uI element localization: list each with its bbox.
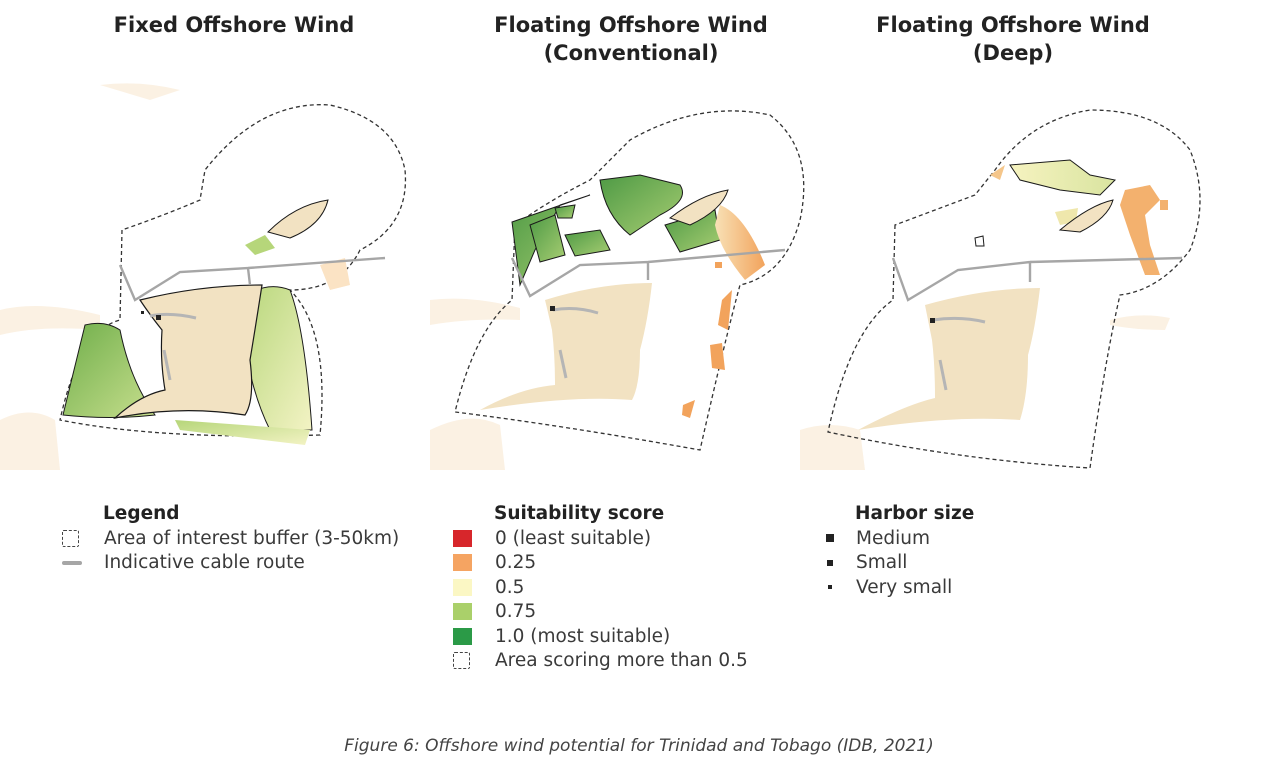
tobago-island [267, 199, 329, 239]
suitability-item: 0.5 [453, 575, 748, 600]
suitability-label-075: 0.75 [495, 601, 537, 623]
swatch-025-icon [453, 554, 472, 572]
cable-route [118, 256, 386, 302]
buffer-outline [827, 109, 1201, 469]
suitability-zones [511, 174, 765, 418]
background-land [430, 298, 520, 470]
harbor-medium-icon [156, 315, 161, 320]
cable-line-icon [62, 560, 82, 565]
figure-caption: Figure 6: Offshore wind potential for Tr… [344, 736, 934, 756]
suitability-label-1: 1.0 (most suitable) [495, 625, 671, 647]
harbor-medium-icon [826, 534, 834, 543]
harbor-small-icon [827, 559, 833, 566]
map-title-floating-conventional: Floating Offshore Wind (Conventional) [466, 11, 796, 67]
harbor-label-small: Small [856, 552, 908, 574]
map-title-floating-deep: Floating Offshore Wind (Deep) [848, 11, 1178, 67]
legend-item-buffer: Area of interest buffer (3-50km) [62, 526, 399, 551]
legend-item-buffer-label: Area of interest buffer (3-50km) [104, 527, 400, 549]
suitability-label-05: 0.5 [495, 576, 525, 598]
suitability-item: 0.25 [453, 551, 748, 576]
cable-route [891, 256, 1183, 302]
suitability-heading: Suitability score [494, 503, 665, 524]
swatch-0-icon [453, 529, 472, 547]
legend-item-cable-label: Indicative cable route [104, 552, 305, 574]
legend-suitability: Suitability score 0 (least suitable) 0.2… [453, 503, 748, 673]
map-title-deep-line1: Floating Offshore Wind [876, 13, 1150, 37]
harbor-item-medium: Medium [814, 526, 974, 551]
swatch-1-icon [453, 627, 472, 645]
buffer-outline [454, 110, 805, 451]
background-land [0, 83, 180, 470]
legend-heading: Legend [103, 503, 180, 524]
harbor-very-small-icon [828, 585, 832, 590]
harbor-heading: Harbor size [855, 503, 975, 524]
map-title-deep-line2: (Deep) [972, 41, 1054, 65]
harbor-item-very-small: Very small [814, 575, 974, 600]
tobago-island [1058, 199, 1114, 233]
trinidad-island [480, 283, 652, 410]
buffer-outline [59, 104, 407, 437]
legend-harbor: Harbor size Medium Small Very small [814, 503, 974, 600]
harbor-label-very-small: Very small [856, 576, 953, 598]
legend-general: Legend Area of interest buffer (3-50km) … [62, 503, 399, 575]
harbor-medium-icon [930, 318, 935, 323]
suitability-item: 0 (least suitable) [453, 526, 748, 551]
suitability-area-label: Area scoring more than 0.5 [495, 650, 748, 672]
suitability-label-0: 0 (least suitable) [495, 527, 652, 549]
map-title-fixed: Fixed Offshore Wind [84, 11, 384, 39]
cable-route [510, 248, 786, 298]
suitability-area-item: Area scoring more than 0.5 [453, 649, 748, 674]
legend-item-cable: Indicative cable route [62, 551, 399, 576]
dashed-box-icon [62, 529, 79, 547]
swatch-075-icon [453, 603, 472, 621]
dashed-box-icon [453, 652, 470, 670]
map-floating-deep [800, 109, 1201, 470]
suitability-zones [62, 235, 350, 445]
map-fixed-offshore [0, 83, 407, 470]
swatch-05-icon [453, 578, 472, 596]
map-floating-conventional [430, 110, 805, 470]
map-title-conventional-line2: (Conventional) [543, 41, 719, 65]
harbor-label-medium: Medium [856, 527, 930, 549]
map-title-fixed-line1: Fixed Offshore Wind [113, 13, 355, 37]
suitability-item: 0.75 [453, 600, 748, 625]
trinidad-island [858, 288, 1040, 430]
map-title-conventional-line1: Floating Offshore Wind [494, 13, 768, 37]
trinidad-island [113, 284, 263, 420]
suitability-label-025: 0.25 [495, 552, 537, 574]
suitability-item: 1.0 (most suitable) [453, 624, 748, 649]
suitability-zones [974, 159, 1168, 275]
harbor-medium-icon [550, 306, 555, 311]
tobago-island [668, 189, 729, 226]
harbor-item-small: Small [814, 551, 974, 576]
harbor-small-icon [141, 311, 144, 314]
